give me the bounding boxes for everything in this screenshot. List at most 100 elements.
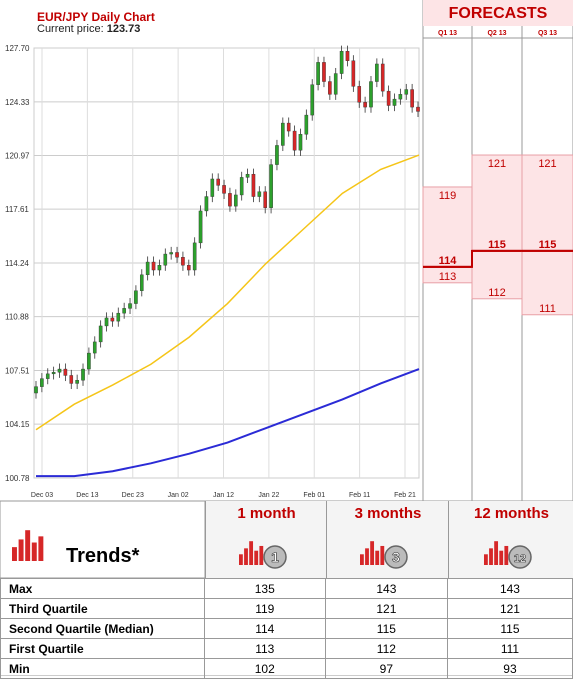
row-label: Third Quartile (0, 598, 205, 619)
candle-body (192, 242, 197, 271)
y-tick-label: 124.33 (5, 98, 30, 107)
trends-label: Trends* (66, 545, 140, 567)
row-label: Max (0, 578, 205, 599)
candle-body (404, 89, 409, 95)
candle-body (75, 380, 79, 384)
candle-body (169, 252, 173, 255)
table-row: Third Quartile 119 121 121 (0, 598, 573, 619)
candle-body (386, 90, 391, 106)
row-label: First Quartile (0, 638, 205, 659)
candle-body (122, 308, 126, 314)
candle-body (222, 185, 226, 194)
candle-body (304, 114, 309, 135)
ma-slow-line (36, 368, 420, 478)
row-value: 135 (203, 578, 326, 599)
bar-glyph (370, 541, 375, 565)
candle-body (204, 196, 209, 212)
row-value: 119 (203, 598, 326, 619)
row-value: 102 (203, 658, 326, 679)
x-tick-label: Feb 21 (394, 492, 416, 499)
quarter-label: Q3 13 (538, 30, 557, 37)
candle-body (333, 73, 338, 95)
candle-body (363, 102, 367, 108)
bar-glyph (244, 548, 248, 565)
x-tick-label: Feb 11 (349, 492, 370, 499)
badge-circle (508, 545, 532, 569)
row-value: 112 (324, 638, 448, 659)
candle-body (416, 106, 420, 112)
forecasts-title: FORECASTS (423, 0, 573, 26)
candle-body (198, 210, 203, 244)
row-value: 113 (203, 638, 326, 659)
col-1-month: 1 month (205, 501, 327, 578)
bar-glyph (375, 550, 380, 565)
stats-table: Max 135 143 143 Third Quartile 119 121 121 Secon… (0, 578, 573, 679)
col-3-months: 3 months (326, 501, 449, 578)
current-price-value: 123.73 (106, 23, 141, 35)
bar-glyph (489, 548, 493, 565)
col-12-months: 12 months (448, 501, 573, 578)
col-1-title: 1 month (237, 505, 296, 522)
bar-glyph (239, 554, 243, 565)
candle-body (269, 164, 273, 208)
table-row: Min 102 97 93 (0, 658, 573, 679)
row-label: Second Quartile (Median) (0, 618, 205, 639)
candle-body (157, 265, 162, 271)
badge-circle (263, 545, 287, 569)
candle-body (251, 173, 256, 197)
bar-glyph (25, 530, 31, 561)
candle-body (128, 303, 132, 309)
candle-body (216, 178, 220, 186)
candle-body (292, 130, 297, 151)
candle-body (186, 265, 191, 271)
candle-body (257, 191, 262, 197)
x-tick-label: Jan 12 (213, 492, 234, 499)
candle-body (98, 325, 103, 343)
candle-body (63, 368, 68, 376)
row-value: 115 (446, 618, 573, 639)
candle-body (69, 375, 74, 384)
forecast-q3-label: 121 (538, 158, 556, 170)
candle-body (210, 178, 215, 197)
forecast-median-label: 115 (488, 239, 506, 251)
forecast-median-label: 114 (439, 255, 458, 267)
forecast-q1-label: 112 (488, 287, 506, 299)
candle-body (81, 368, 85, 381)
chart-title: EUR/JPY Daily Chart (37, 10, 155, 24)
y-tick-label: 114.24 (5, 259, 29, 268)
bar-glyph (365, 548, 369, 565)
candle-body (245, 173, 250, 178)
candle-body (286, 122, 291, 132)
quarter-label: Q1 13 (438, 30, 457, 37)
candle-body (398, 94, 403, 100)
forecast-q3-label: 119 (439, 190, 457, 202)
ma-fast-line (35, 154, 420, 431)
bar-glyph (380, 545, 385, 565)
y-axis: 127.70 124.33 120.97 117.61 114.24 110.88 107.… (5, 44, 30, 483)
y-tick-label: 120.97 (5, 152, 30, 161)
candle-body (181, 257, 185, 266)
row-value: 143 (446, 578, 573, 599)
bar-glyph (254, 550, 259, 565)
candle-body (163, 253, 168, 266)
candle-body (310, 84, 315, 116)
candle-body (175, 252, 179, 258)
table-row: Max 135 143 143 (0, 578, 573, 599)
candle-body (298, 134, 303, 151)
column-bar-icon (239, 541, 264, 565)
grid (34, 47, 419, 479)
bar-glyph (494, 541, 499, 565)
bar-glyph (499, 550, 504, 565)
forecast-median-label: 115 (539, 239, 557, 251)
candle-body (380, 63, 385, 92)
candle-body (357, 86, 362, 103)
row-value: 121 (446, 598, 573, 619)
candle-body (228, 193, 232, 207)
x-tick-label: Jan 02 (168, 492, 189, 499)
x-tick-label: Dec 03 (31, 492, 53, 499)
y-tick-label: 127.70 (5, 44, 30, 53)
candles (34, 45, 420, 399)
bar-glyph (38, 536, 44, 561)
bar-glyph (360, 554, 364, 565)
candle-body (281, 122, 285, 146)
